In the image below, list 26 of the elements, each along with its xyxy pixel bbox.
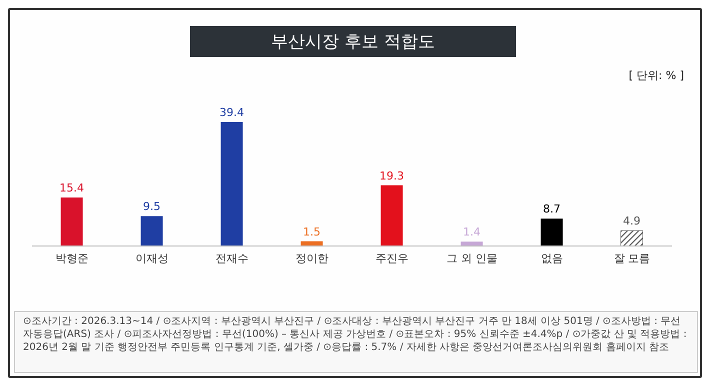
x-tick-label: 전재수: [216, 252, 248, 265]
text: ⊙조사기간 : 2026.3.13~14 / ⊙조사지역 : 부산광역시 부산진구 / ⊙조사대상 : 부산광역시 부산진구 거주 만 18세 이상 501명 / ⊙조사방법 : 무선 자동응답(ARS) 조사 / ⊙피조사자선정방법 : 무선(100%) – 통신사 제공 가상번호 / ⊙표본오차 : 95% 신뢰수준 ±4.4%p / ⊙가중값 산 및 적용방법 : 2026년 2월 말 기준 행정안전부 주민등록 인구통계 기준, 셀가중 / ⊙응답률 : 5.7% / 자세한 사항은 중앙선거여론조사심의위원회 홈페이지 참조: [14, 311, 698, 373]
x-tick-label: 이재성: [136, 252, 168, 265]
x-tick-label: 주진우: [376, 252, 408, 265]
text: [ 단위: % ]: [628, 68, 684, 83]
data-label: 1.5: [303, 225, 321, 238]
x-tick-label: 잘 모름: [614, 252, 650, 265]
data-label: 8.7: [543, 202, 561, 216]
data-label: 4.9: [623, 214, 641, 228]
x-tick-label: 박형준: [56, 252, 88, 265]
data-label: 15.4: [60, 182, 84, 195]
x-tick-label: 없음: [541, 252, 563, 265]
data-label: 39.4: [220, 106, 244, 119]
x-tick-label: 그 외 인물: [446, 252, 498, 265]
bar: [220, 122, 243, 246]
bar: [620, 230, 644, 246]
chart-title: 부산시장 후보 적합도: [190, 26, 516, 57]
bar: [380, 185, 403, 246]
bar: [140, 216, 163, 246]
bar: [60, 198, 83, 246]
bar: [460, 242, 483, 246]
x-tick-label: 정이한: [296, 252, 328, 265]
data-label: 1.4: [463, 226, 481, 239]
data-label: 19.3: [380, 169, 404, 182]
bar: [540, 218, 563, 246]
data-label: 9.5: [143, 200, 161, 214]
